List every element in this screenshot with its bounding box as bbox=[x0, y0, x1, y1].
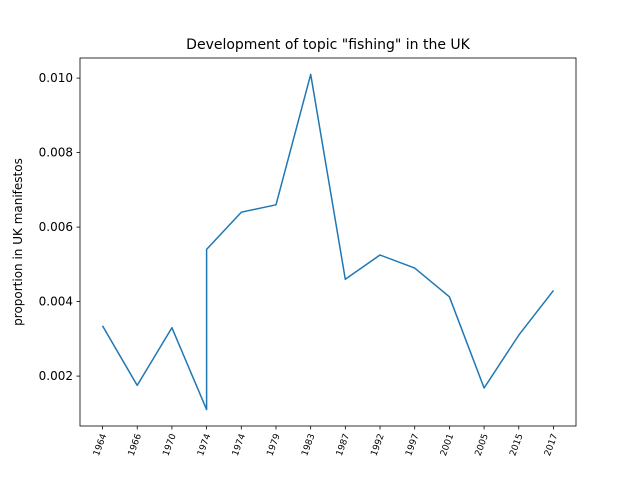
x-tick-label-5: 1979 bbox=[266, 432, 283, 457]
x-tick-label-8: 1992 bbox=[370, 433, 387, 458]
x-tick-label-12: 2015 bbox=[508, 433, 525, 458]
y-tick-label-4: 0.010 bbox=[39, 71, 73, 85]
x-tick-label-1: 1966 bbox=[127, 432, 144, 457]
y-tick-label-2: 0.006 bbox=[39, 220, 73, 234]
x-tick-label-2: 1970 bbox=[161, 432, 178, 457]
y-tick-label-3: 0.008 bbox=[39, 146, 73, 160]
x-tick-label-10: 2001 bbox=[439, 433, 456, 458]
x-tick-label-4: 1974 bbox=[231, 432, 248, 457]
y-axis-label: proportion in UK manifestos bbox=[11, 158, 25, 326]
x-tick-label-3: 1974 bbox=[196, 432, 213, 457]
x-tick-label-6: 1983 bbox=[300, 433, 317, 458]
y-tick-label-0: 0.002 bbox=[39, 369, 73, 383]
x-tick-label-11: 2005 bbox=[474, 433, 491, 458]
series-line bbox=[101, 73, 555, 411]
y-tick-label-1: 0.004 bbox=[39, 295, 73, 309]
axes-frame bbox=[79, 57, 577, 427]
x-tick-label-7: 1987 bbox=[335, 433, 352, 458]
chart-title: Development of topic "fishing" in the UK bbox=[186, 37, 470, 53]
plot-area: 0.002 0.004 0.006 0.008 0.010 1964 1966 1970 197… bbox=[39, 57, 577, 458]
x-tick-label-9: 1997 bbox=[404, 433, 421, 458]
x-tick-label-0: 1964 bbox=[92, 432, 109, 457]
x-tick-label-13: 2017 bbox=[543, 433, 560, 458]
